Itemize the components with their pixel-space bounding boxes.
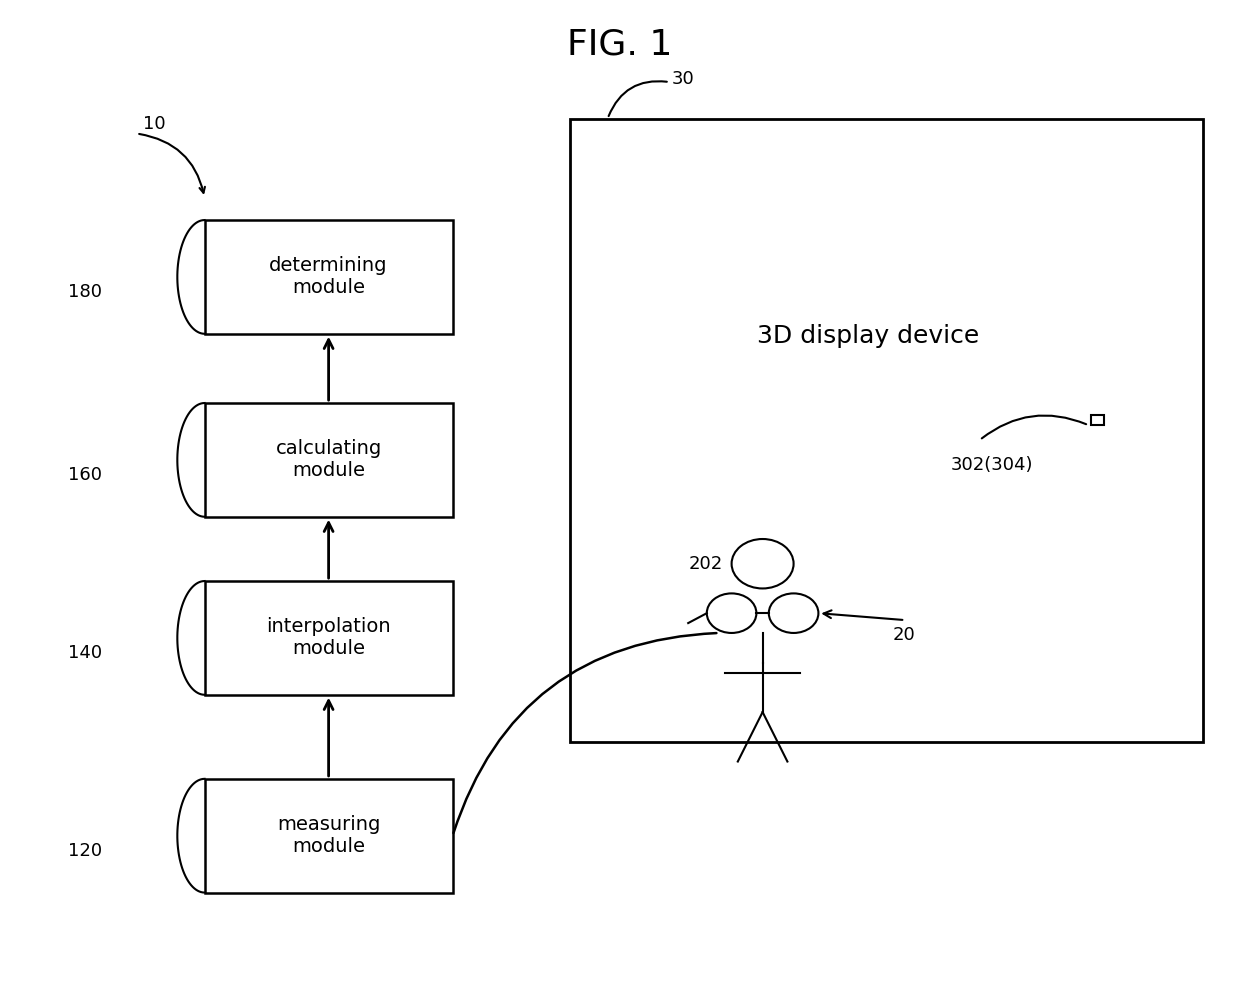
- Circle shape: [707, 593, 756, 633]
- Bar: [205, 221, 453, 334]
- Text: interpolation
module: interpolation module: [267, 617, 391, 659]
- Bar: [205, 404, 453, 516]
- Text: 160: 160: [68, 466, 102, 484]
- Bar: [1091, 415, 1104, 425]
- Text: determining
module: determining module: [269, 256, 388, 298]
- Text: 140: 140: [68, 644, 103, 662]
- Circle shape: [732, 539, 794, 588]
- Text: measuring
module: measuring module: [277, 815, 381, 856]
- Text: 202: 202: [688, 555, 723, 573]
- Text: 10: 10: [143, 115, 165, 133]
- Text: 20: 20: [893, 626, 915, 644]
- Bar: [570, 119, 1203, 742]
- Bar: [205, 582, 453, 694]
- Text: 180: 180: [68, 283, 102, 301]
- Text: 30: 30: [672, 70, 694, 88]
- Text: 3D display device: 3D display device: [756, 324, 980, 348]
- Text: 120: 120: [68, 842, 103, 859]
- Text: 302(304): 302(304): [951, 456, 1033, 474]
- Text: FIG. 1: FIG. 1: [568, 28, 672, 61]
- Text: calculating
module: calculating module: [275, 439, 382, 481]
- Bar: [205, 779, 453, 892]
- Circle shape: [769, 593, 818, 633]
